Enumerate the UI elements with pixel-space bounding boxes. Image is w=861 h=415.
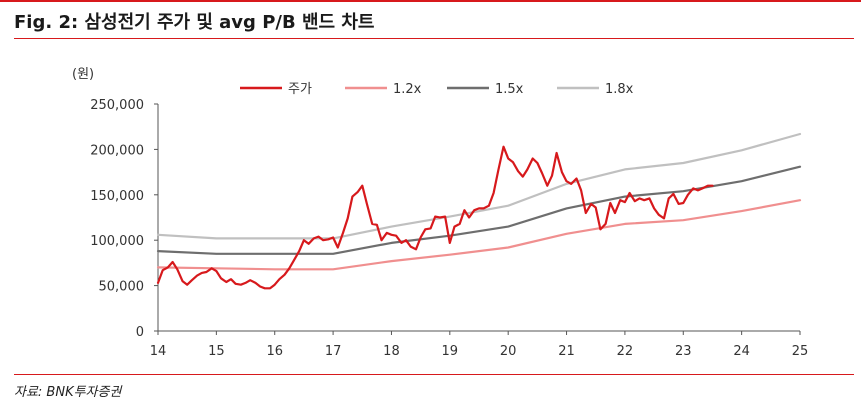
x-tick-label: 15 xyxy=(208,344,225,359)
price-band-chart: (원) 주가 1.2x 1.5x 1.8x 0 50,000 100,000 150,000… xyxy=(72,67,808,359)
y-tick-label: 100,000 xyxy=(90,234,144,249)
series-layer xyxy=(156,132,802,290)
legend-label: 주가 xyxy=(288,82,312,97)
x-tick-label: 17 xyxy=(325,344,342,359)
chart-legend: 주가 1.2x 1.5x 1.8x xyxy=(240,82,634,97)
x-tick-label: 18 xyxy=(383,344,400,359)
y-tick-label: 200,000 xyxy=(90,143,144,158)
chart-axes: 0 50,000 100,000 150,000 200,000 250,000 14 15 1… xyxy=(90,98,808,359)
source-note: 자료: BNK투자증권 xyxy=(14,385,122,400)
y-tick-label: 250,000 xyxy=(90,98,144,113)
top-border xyxy=(0,0,861,2)
y-unit-label: (원) xyxy=(72,67,94,82)
series-line-1-8x xyxy=(156,132,802,240)
source-divider xyxy=(14,374,854,375)
y-tick-label: 150,000 xyxy=(90,189,144,204)
series-line-price xyxy=(156,145,714,290)
x-tick-label: 19 xyxy=(442,344,459,359)
figure-title: Fig. 2: 삼성전기 주가 및 avg P/B 밴드 차트 xyxy=(14,12,375,33)
legend-label: 1.2x xyxy=(393,82,422,97)
x-tick-label: 16 xyxy=(266,344,283,359)
x-tick-label: 25 xyxy=(792,344,809,359)
x-tick-label: 20 xyxy=(500,344,517,359)
x-tick-label: 22 xyxy=(617,344,634,359)
series-line-1-2x xyxy=(156,199,802,271)
x-tick-label: 21 xyxy=(558,344,575,359)
legend-label: 1.5x xyxy=(495,82,524,97)
x-tick-label: 24 xyxy=(733,344,750,359)
y-tick-label: 0 xyxy=(136,325,144,340)
title-divider xyxy=(14,38,854,39)
x-tick-label: 23 xyxy=(675,344,692,359)
x-tick-label: 14 xyxy=(150,344,167,359)
legend-label: 1.8x xyxy=(605,82,634,97)
y-tick-label: 50,000 xyxy=(99,280,145,295)
